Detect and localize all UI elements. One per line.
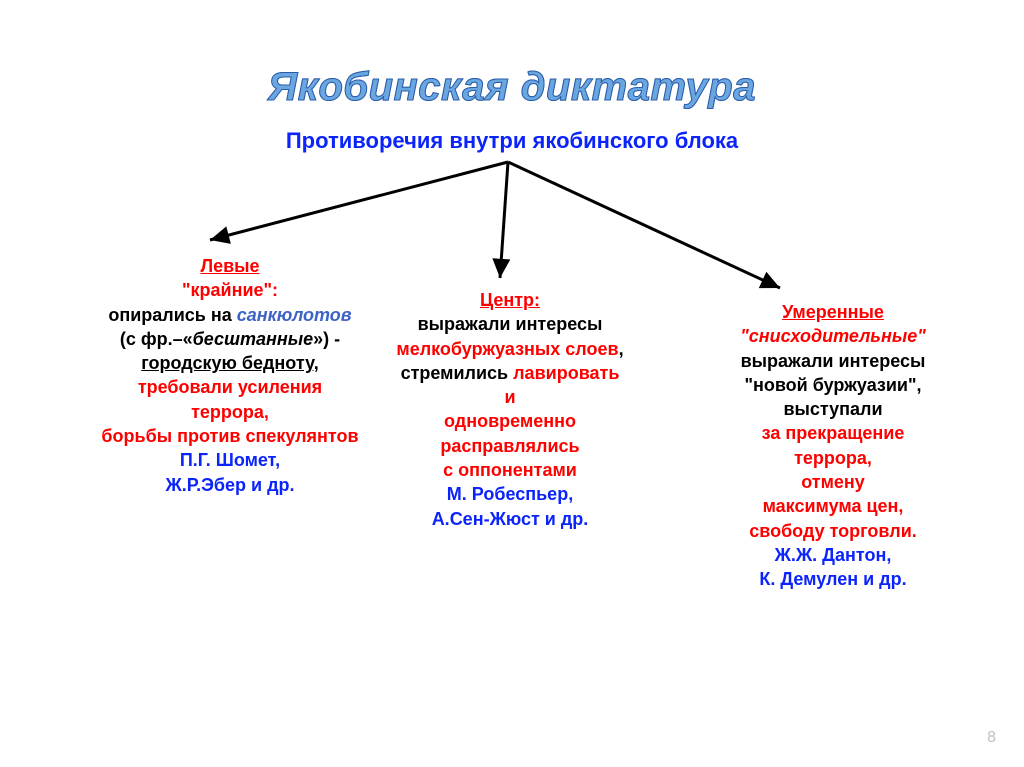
text-fragment: городскую бедноту, — [141, 353, 319, 373]
slide-subtitle-text: Противоречия внутри якобинского блока — [286, 128, 738, 153]
arrow-head-1 — [492, 258, 510, 278]
text-fragment: (с фр.–« — [120, 329, 193, 349]
text-fragment: лавировать и — [504, 363, 619, 407]
text-fragment: К. Демулен и др. — [759, 569, 906, 589]
text-fragment: свободу торговли. — [749, 521, 917, 541]
text-fragment: опирались на — [108, 305, 236, 325]
text-fragment: террора, — [794, 448, 872, 468]
arrow-head-2 — [759, 272, 780, 288]
text-fragment: одновременно — [444, 411, 576, 431]
arrow-head-0 — [210, 226, 231, 243]
text-fragment: выражали интересы — [418, 314, 603, 334]
text-fragment: расправлялись — [440, 436, 579, 456]
text-fragment: выступали — [783, 399, 882, 419]
text-fragment: Ж.Ж. Дантон, — [775, 545, 892, 565]
text-fragment: санкюлотов — [237, 305, 352, 325]
branch-right: Умеренные "снисходительные" выражали интер… — [718, 300, 948, 592]
text-fragment: Умеренные — [782, 302, 884, 322]
slide-title-text: Якобинская диктатура — [268, 65, 756, 109]
text-fragment: Центр: — [480, 290, 540, 310]
text-fragment: мелкобуржуазных слоев — [396, 339, 618, 359]
text-fragment: стремились — [401, 363, 514, 383]
page-number-text: 8 — [987, 729, 996, 746]
text-fragment: Ж.Р.Эбер и др. — [166, 475, 295, 495]
text-fragment: максимума цен, — [763, 496, 904, 516]
page-number: 8 — [987, 729, 996, 747]
text-fragment: П.Г. Шомет, — [180, 450, 280, 470]
text-fragment: выражали интересы — [741, 351, 926, 371]
text-fragment: , — [619, 339, 624, 359]
text-fragment: ») - — [313, 329, 340, 349]
branch-left: Левые "крайние": опирались на санкюлотов (с… — [100, 254, 360, 497]
slide-title: Якобинская диктатура — [0, 65, 1024, 110]
arrow-line-2 — [508, 162, 780, 288]
text-fragment: за прекращение — [762, 423, 905, 443]
text-fragment: бесштанные — [193, 329, 314, 349]
text-fragment: Левые — [200, 256, 259, 276]
text-fragment: требовали усиления террора, — [138, 377, 322, 421]
branch-center: Центр: выражали интересы мелкобуржуазных с… — [395, 288, 625, 531]
text-fragment: "снисходительные" — [740, 326, 926, 346]
slide-subtitle: Противоречия внутри якобинского блока — [0, 128, 1024, 154]
arrow-line-0 — [210, 162, 508, 240]
arrow-line-1 — [500, 162, 508, 278]
text-fragment: отмену — [801, 472, 865, 492]
text-fragment: с оппонентами — [443, 460, 577, 480]
text-fragment: М. Робеспьер, — [447, 484, 573, 504]
text-fragment: "новой буржуазии", — [744, 375, 921, 395]
text-fragment: борьбы против спекулянтов — [101, 426, 358, 446]
text-fragment: "крайние": — [182, 280, 278, 300]
text-fragment: А.Сен-Жюст и др. — [432, 509, 589, 529]
